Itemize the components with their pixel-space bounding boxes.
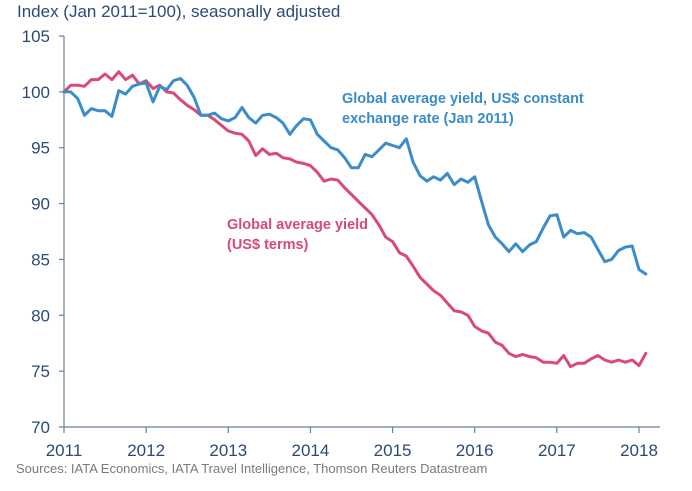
y-tick-label: 70 xyxy=(31,418,50,437)
y-tick-label: 75 xyxy=(31,362,50,381)
series-line-constant-fx xyxy=(62,77,648,276)
x-tick-label: 2015 xyxy=(374,441,412,460)
y-tick-label: 95 xyxy=(31,139,50,158)
series-label-constant-fx-line2: exchange rate (Jan 2011) xyxy=(342,111,514,127)
y-tick-label: 105 xyxy=(22,27,50,46)
series-label-usd-terms-line1: Global average yield xyxy=(227,217,369,233)
y-tick-label: 90 xyxy=(31,195,50,214)
x-tick-label: 2014 xyxy=(292,441,330,460)
x-tick-label: 2016 xyxy=(456,441,494,460)
x-tick-label: 2018 xyxy=(620,441,658,460)
y-tick-label: 100 xyxy=(22,83,50,102)
x-tick-label: 2011 xyxy=(46,441,83,460)
series-label-constant-fx: Global average yield, US$ constant excha… xyxy=(342,89,584,129)
source-note: Sources: IATA Economics, IATA Travel Int… xyxy=(16,461,488,476)
series-label-usd-terms: Global average yield (US$ terms) xyxy=(227,215,368,255)
axes: 70 75 80 85 90 95 100 105 2011 2012 2013 2014 2015 20… xyxy=(22,27,660,460)
x-tick-label: 2012 xyxy=(127,441,165,460)
series-label-constant-fx-line1: Global average yield, US$ constant xyxy=(342,91,584,107)
x-tick-label: 2017 xyxy=(538,441,576,460)
y-tick-label: 80 xyxy=(31,306,50,325)
y-axis-title: Index (Jan 2011=100), seasonally adjuste… xyxy=(17,2,341,21)
y-tick-label: 85 xyxy=(31,250,50,269)
x-tick-label: 2013 xyxy=(209,441,247,460)
series-lines xyxy=(62,70,648,369)
series-label-usd-terms-line2: (US$ terms) xyxy=(227,237,309,253)
